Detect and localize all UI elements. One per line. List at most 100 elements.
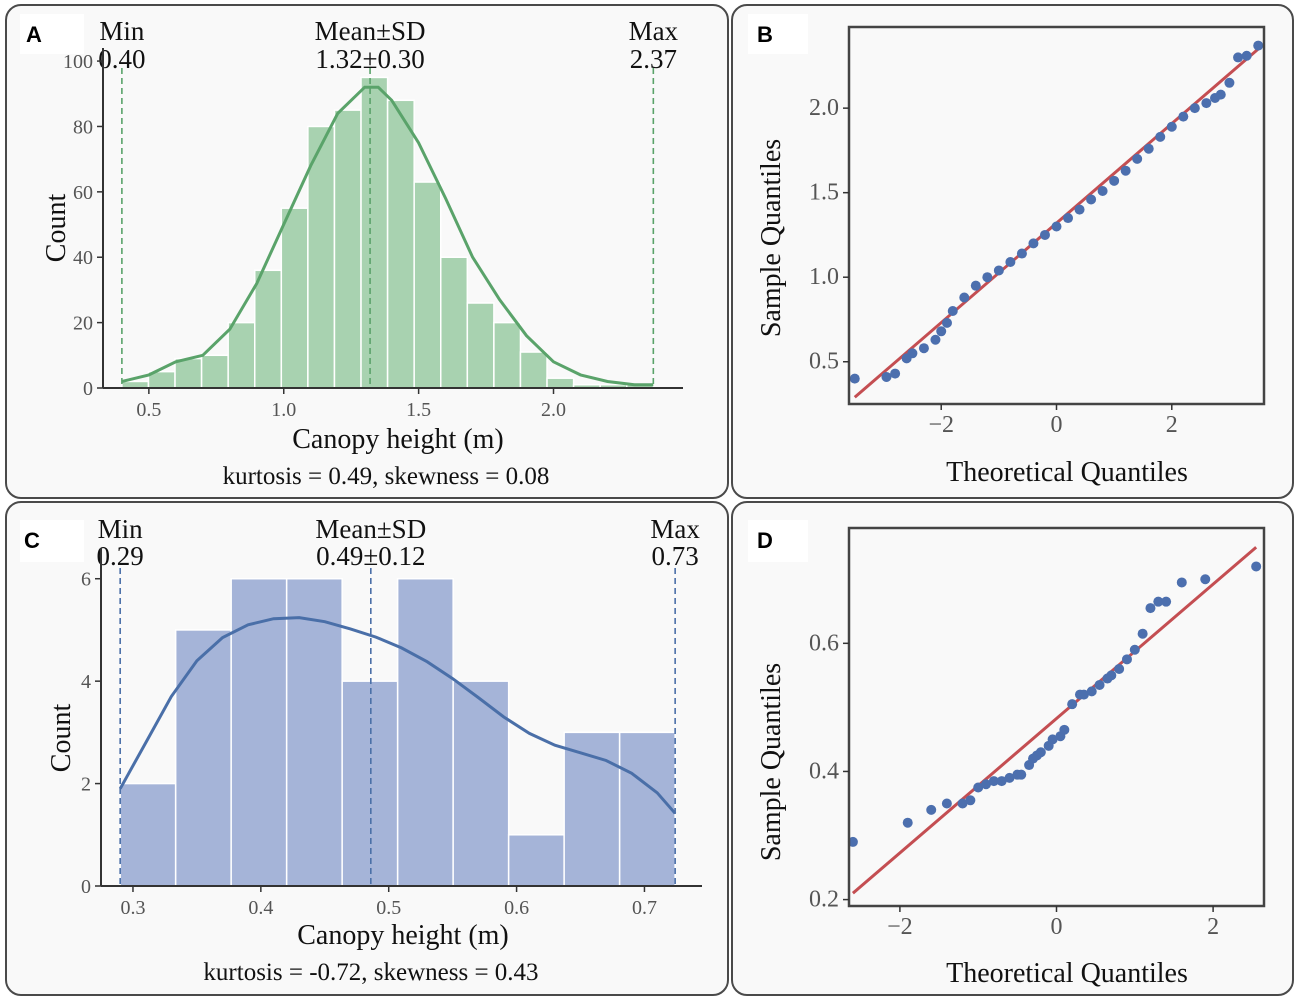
qq-point	[1035, 747, 1046, 758]
x-tick-label: 0.5	[136, 399, 161, 421]
histogram-bar	[174, 357, 203, 389]
qq-point	[1176, 577, 1187, 588]
qq-reference-line	[851, 546, 1258, 895]
chart-a-xlabel: Canopy height (m)	[292, 424, 504, 455]
qq-point	[959, 292, 970, 303]
qq-point	[996, 776, 1007, 787]
histogram-bar	[119, 782, 177, 887]
x-tick-label: 0	[1051, 914, 1063, 940]
chart-c-ylabel: Count	[46, 704, 77, 773]
qq-point	[1114, 663, 1125, 674]
annotation-title: Mean±SD	[315, 16, 426, 46]
qq-point	[1132, 153, 1143, 164]
annotation-value: 0.40	[98, 44, 145, 74]
histogram-bar	[519, 351, 548, 389]
panel-a-label-box	[20, 14, 84, 54]
x-tick-label: 0.3	[120, 897, 145, 919]
qq-point	[1137, 628, 1148, 639]
qq-point	[1028, 238, 1039, 249]
qq-point	[1153, 596, 1164, 607]
qq-point	[1094, 679, 1105, 690]
qq-point	[1120, 165, 1131, 176]
qq-point	[1143, 143, 1154, 154]
qq-point	[1016, 248, 1027, 259]
x-tick-label: 0.4	[248, 897, 273, 919]
qq-point	[1129, 644, 1140, 655]
panel-b-label: B	[757, 22, 773, 47]
qq-point	[1067, 699, 1078, 710]
qq-point	[936, 326, 947, 337]
qq-point	[1215, 89, 1226, 100]
panel-d-group: D −2 0 2 0.2 0.4 0.6 Theoretical Quantiles Sa…	[748, 520, 1266, 989]
y-tick-label: 20	[73, 313, 93, 335]
qq-point	[1145, 603, 1156, 614]
panel-b-label-box	[748, 14, 808, 54]
y-tick-label: 40	[73, 247, 93, 269]
annotation-value: 0.49±0.12	[316, 541, 425, 571]
y-tick-label: 2.0	[809, 95, 839, 121]
qq-point	[1189, 103, 1200, 114]
qq-point	[1253, 40, 1264, 51]
histogram-bar	[227, 321, 256, 389]
chart-c-xlabel: Canopy height (m)	[297, 920, 509, 951]
y-tick-label: 4	[81, 671, 91, 693]
histogram-bar	[360, 76, 389, 389]
qq-point	[1241, 50, 1252, 61]
kde-curve	[118, 616, 677, 815]
y-tick-label: 60	[73, 182, 93, 204]
histogram-bar	[466, 302, 495, 389]
x-tick-label: 1.5	[406, 399, 431, 421]
x-tick-label: 0.5	[376, 897, 401, 919]
qq-point	[1078, 689, 1089, 700]
qq-point	[1005, 256, 1016, 267]
qq-point	[1109, 175, 1120, 186]
qq-point	[881, 371, 892, 382]
qq-point	[1201, 98, 1212, 109]
qq-point	[1039, 229, 1050, 240]
kde-curve	[121, 85, 654, 387]
qq-point	[1004, 772, 1015, 783]
qq-point	[993, 265, 1004, 276]
qq-point	[1047, 734, 1058, 745]
chart-d-xlabel: Theoretical Quantiles	[946, 958, 1188, 989]
histogram-bar	[200, 354, 229, 389]
y-tick-label: 0.5	[809, 349, 839, 375]
y-tick-label: 0.2	[809, 887, 839, 913]
qq-point	[847, 836, 858, 847]
histogram-bar	[563, 731, 621, 887]
qq-point	[1086, 194, 1097, 205]
y-tick-label: 0	[81, 876, 91, 898]
qq-point	[1016, 769, 1027, 780]
histogram-bar	[452, 680, 510, 887]
panel-d	[731, 501, 1294, 996]
qq-point	[1155, 131, 1166, 142]
qq-point	[1251, 561, 1262, 572]
qq-point	[890, 368, 901, 379]
x-tick-label: −2	[928, 412, 954, 438]
y-tick-label: 1.0	[809, 264, 839, 290]
qq-point	[1106, 670, 1117, 681]
histogram-bar	[413, 181, 442, 389]
y-tick-label: 0.4	[809, 758, 839, 784]
y-tick-label: 2	[81, 774, 91, 796]
histogram-bar	[253, 269, 283, 389]
histogram-bar	[507, 834, 565, 887]
panel-c-label: C	[24, 528, 40, 553]
chart-b-ylabel: Sample Quantiles	[756, 139, 787, 337]
qq-point	[926, 804, 937, 815]
qq-point	[941, 317, 952, 328]
qq-point	[902, 817, 913, 828]
annotation-value: 1.32±0.30	[315, 44, 424, 74]
y-tick-label: 0	[83, 378, 93, 400]
x-tick-label: 2	[1207, 914, 1219, 940]
histogram-bar	[386, 99, 415, 389]
histogram-bar	[285, 577, 343, 887]
y-tick-label: 0.6	[809, 630, 839, 656]
annotation-title: Max	[650, 514, 700, 544]
x-tick-label: 0.6	[504, 897, 529, 919]
qq-point	[1074, 204, 1085, 215]
